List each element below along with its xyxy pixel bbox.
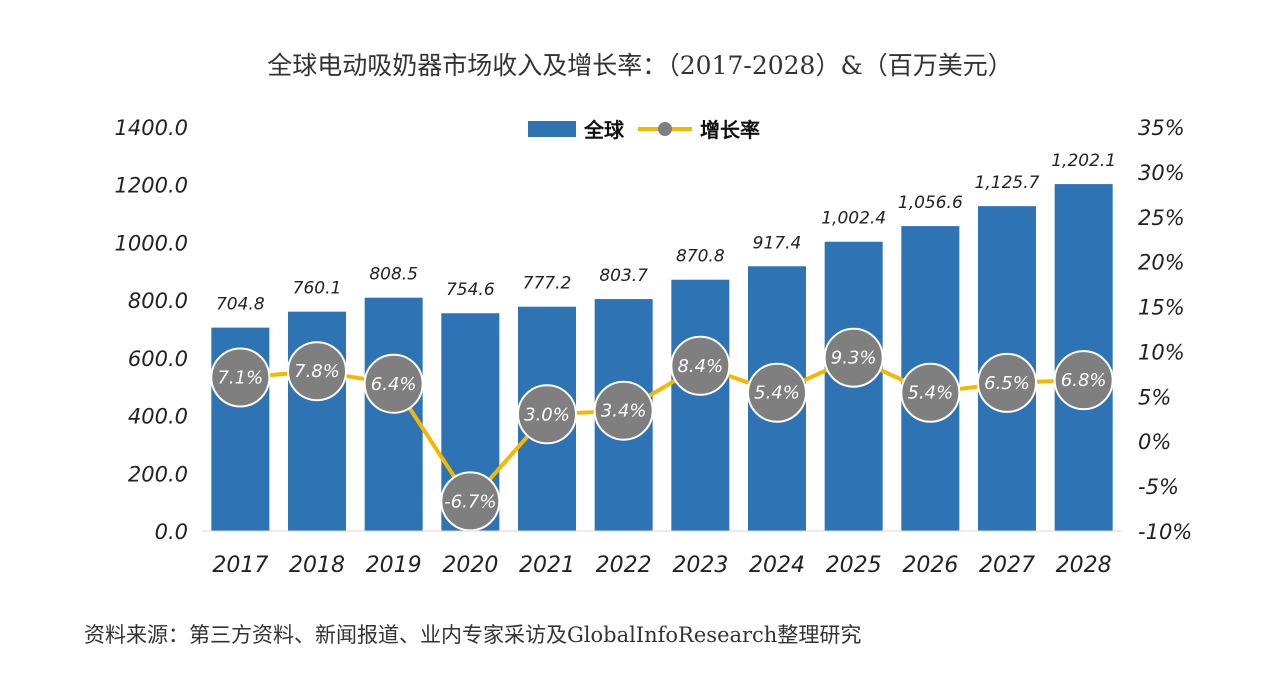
growth-marker-2021: [517, 384, 577, 445]
y-right-tick: 25%: [1138, 206, 1185, 230]
legend-bar-label: 全球: [583, 118, 625, 142]
x-tick-2027: 2027: [979, 553, 1035, 578]
y-left-tick: 600.0: [128, 347, 188, 371]
x-tick-2026: 2026: [902, 553, 958, 578]
bar-value-label-2027: 1,125.7: [975, 173, 1040, 193]
bar-value-label-2023: 870.8: [676, 247, 725, 267]
bar-value-label-2017: 704.8: [216, 295, 265, 315]
y-left-tick: 1200.0: [115, 174, 188, 198]
y-right-tick: 0%: [1138, 430, 1171, 454]
y-right-tick: 20%: [1138, 251, 1185, 275]
x-tick-2020: 2020: [442, 553, 498, 578]
x-tick-2023: 2023: [672, 553, 728, 578]
y-left-tick: 400.0: [128, 405, 188, 429]
growth-label-2023: 8.4%: [677, 356, 723, 377]
x-tick-2018: 2018: [289, 553, 345, 578]
y-left-tick: 1000.0: [115, 231, 188, 255]
bar-value-label-2020: 754.6: [446, 280, 495, 300]
y-left-tick: 800.0: [128, 289, 188, 313]
x-tick-2022: 2022: [596, 553, 652, 578]
bar-value-label-2018: 760.1: [293, 279, 342, 299]
growth-label-2019: 6.4%: [371, 374, 417, 395]
growth-label-2027: 6.5%: [984, 373, 1030, 394]
y-right-tick: 5%: [1138, 385, 1171, 409]
growth-label-2028: 6.8%: [1061, 370, 1107, 391]
x-tick-2021: 2021: [519, 553, 575, 578]
growth-marker-2028: [1053, 350, 1114, 411]
bar-value-label-2019: 808.5: [369, 265, 418, 285]
growth-marker-2017: [210, 347, 271, 408]
x-tick-2025: 2025: [826, 553, 882, 578]
growth-label-2022: 3.4%: [601, 401, 647, 422]
growth-marker-2019: [363, 353, 424, 414]
legend-bar-swatch: [528, 121, 576, 137]
y-right-tick: 15%: [1138, 296, 1185, 320]
y-right-tick: -10%: [1138, 520, 1192, 544]
legend: 全球 增长率: [528, 118, 760, 142]
legend-line-marker: [658, 122, 672, 136]
y-left-tick: 200.0: [128, 462, 188, 486]
y-right-tick: 10%: [1138, 340, 1185, 364]
source-note: 资料来源：第三方资料、新闻报道、业内专家采访及GlobalInfoResearc…: [84, 623, 862, 647]
growth-marker-2026: [900, 362, 961, 423]
growth-label-2024: 5.4%: [754, 383, 800, 404]
growth-label-2020: -6.7%: [444, 491, 496, 512]
growth-marker-2027: [977, 352, 1037, 413]
y-right-tick: 30%: [1138, 161, 1185, 185]
growth-label-2017: 7.1%: [217, 367, 263, 388]
growth-marker-2024: [747, 362, 807, 423]
bar-value-label-2025: 1,002.4: [821, 209, 886, 229]
x-tick-2017: 2017: [212, 553, 268, 578]
bar-2023: [671, 279, 730, 531]
growth-marker-2020: [440, 471, 501, 532]
y-left-tick: 1400.0: [115, 116, 188, 140]
growth-label-2026: 5.4%: [907, 383, 953, 404]
chart-title: 全球电动吸奶器市场收入及增长率：（2017-2028）&（百万美元）: [267, 51, 1013, 80]
growth-label-2018: 7.8%: [294, 361, 340, 382]
growth-label-2021: 3.0%: [524, 404, 570, 425]
growth-marker-2023: [670, 335, 731, 396]
bar-value-label-2022: 803.7: [599, 266, 648, 286]
x-tick-2019: 2019: [366, 553, 422, 578]
x-tick-2024: 2024: [749, 553, 805, 578]
growth-marker-2022: [593, 380, 654, 441]
growth-marker-2025: [823, 327, 884, 388]
bar-value-label-2021: 777.2: [523, 274, 572, 294]
bar-value-label-2024: 917.4: [753, 233, 802, 253]
y-right-tick: -5%: [1138, 475, 1179, 499]
legend-line-label: 增长率: [700, 118, 760, 142]
bar-value-label-2028: 1,202.1: [1051, 151, 1116, 171]
growth-marker-2018: [287, 341, 347, 402]
growth-label-2025: 9.3%: [831, 348, 877, 369]
x-tick-2028: 2028: [1056, 553, 1112, 578]
y-left-tick: 0.0: [155, 520, 188, 544]
bar-value-label-2026: 1,056.6: [898, 193, 963, 213]
y-right-tick: 35%: [1138, 116, 1185, 140]
